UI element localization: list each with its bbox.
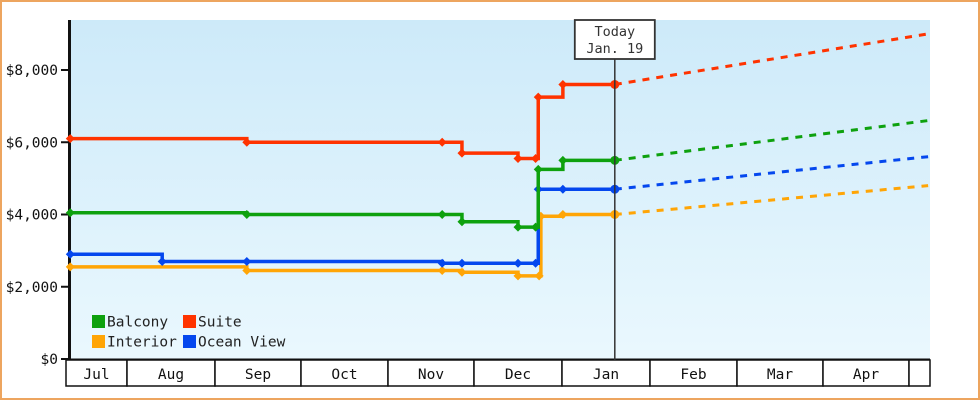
series-marker-interior-0 bbox=[65, 262, 75, 272]
series-marker-interior-4 bbox=[513, 271, 523, 281]
y-tick-label-2000: $2,000 bbox=[6, 280, 58, 296]
series-marker-ocean-view-6 bbox=[531, 258, 541, 268]
series-projection-ocean-view bbox=[614, 155, 929, 191]
series-marker-balcony-4 bbox=[513, 222, 523, 232]
legend-label-suite: Suite bbox=[198, 315, 242, 331]
legend-item-ocean-view: Ocean View bbox=[183, 335, 286, 351]
today-date-label: Jan. 19 bbox=[586, 41, 643, 57]
x-axis-month-band: Jul Aug Sep Oct Nov Dec Jan Feb Mar Apr bbox=[65, 358, 931, 387]
series-marker-ocean-view-1 bbox=[157, 256, 167, 266]
month-cell-sep bbox=[214, 359, 302, 387]
month-label-feb: Feb bbox=[680, 367, 706, 383]
today-annotation: Today Jan. 19 bbox=[573, 19, 656, 360]
y-tick-label-6000: $6,000 bbox=[6, 135, 58, 151]
series-layer bbox=[65, 32, 929, 281]
series-marker-balcony-6 bbox=[533, 164, 543, 174]
y-tick-label-4000: $4,000 bbox=[6, 208, 58, 224]
series-marker-suite-7 bbox=[558, 79, 568, 89]
legend-label-balcony: Balcony bbox=[107, 315, 168, 331]
month-label-sep: Sep bbox=[245, 367, 271, 383]
series-marker-suite-3 bbox=[457, 148, 467, 158]
series-marker-ocean-view-0 bbox=[65, 249, 75, 259]
series-marker-suite-0 bbox=[65, 134, 75, 144]
month-label-apr: Apr bbox=[853, 367, 879, 383]
month-cell-jan bbox=[561, 359, 651, 387]
series-marker-suite-5 bbox=[531, 154, 541, 164]
legend-swatch-ocean-view bbox=[183, 335, 196, 348]
legend-item-balcony: Balcony bbox=[92, 315, 168, 331]
legend-label-interior: Interior bbox=[107, 335, 177, 351]
series-marker-suite-1 bbox=[242, 137, 252, 147]
month-label-nov: Nov bbox=[418, 367, 444, 383]
series-marker-interior-1 bbox=[242, 265, 252, 275]
legend-swatch-interior bbox=[92, 335, 105, 348]
series-marker-ocean-view-4 bbox=[457, 258, 467, 268]
month-label-jan: Jan bbox=[593, 367, 619, 383]
today-annotation-box bbox=[573, 19, 656, 60]
month-cell-mar bbox=[736, 359, 824, 387]
series-marker-ocean-view-3 bbox=[437, 258, 447, 268]
series-marker-balcony-0 bbox=[65, 208, 75, 218]
series-marker-ocean-view-5 bbox=[513, 258, 523, 268]
month-label-oct: Oct bbox=[331, 367, 357, 383]
series-projection-suite bbox=[614, 32, 929, 86]
month-label-mar: Mar bbox=[767, 367, 793, 383]
month-cell-nov bbox=[387, 359, 475, 387]
today-label: Today bbox=[594, 24, 635, 40]
series-marker-ocean-view-2 bbox=[242, 256, 252, 266]
series-marker-balcony-7 bbox=[558, 155, 568, 165]
series-marker-ocean-view-8 bbox=[558, 184, 568, 194]
series-marker-interior-2 bbox=[437, 265, 447, 275]
series-marker-balcony-2 bbox=[437, 210, 447, 219]
legend: Balcony Suite Interior Ocean View bbox=[92, 315, 286, 351]
plot-area-background bbox=[71, 20, 930, 359]
series-marker-interior-5 bbox=[534, 271, 544, 281]
legend-label-ocean-view: Ocean View bbox=[198, 335, 286, 351]
series-marker-balcony-5 bbox=[531, 222, 541, 232]
legend-item-interior: Interior bbox=[92, 335, 177, 351]
series-marker-balcony-3 bbox=[457, 217, 467, 227]
legend-item-suite: Suite bbox=[183, 315, 242, 331]
y-tick-label-0: $0 bbox=[41, 352, 58, 368]
series-marker-interior-7 bbox=[558, 210, 568, 219]
month-cell-apr bbox=[822, 359, 910, 387]
legend-swatch-balcony bbox=[92, 315, 105, 328]
series-marker-suite-2 bbox=[437, 137, 447, 147]
month-cell-oct bbox=[300, 359, 389, 387]
series-marker-balcony-1 bbox=[242, 210, 252, 219]
legend-swatch-suite bbox=[183, 315, 196, 328]
y-tick-label-8000: $8,000 bbox=[6, 63, 58, 79]
series-projection-interior bbox=[614, 184, 929, 216]
month-cell-aug bbox=[126, 359, 216, 387]
series-marker-interior-3 bbox=[457, 267, 467, 277]
month-label-jul: Jul bbox=[83, 367, 109, 383]
month-label-dec: Dec bbox=[505, 367, 531, 383]
series-projection-balcony bbox=[614, 119, 929, 162]
y-axis: $0 $2,000 $4,000 $6,000 $8,000 bbox=[6, 20, 71, 368]
series-marker-suite-6 bbox=[533, 92, 543, 102]
month-cell-partial bbox=[908, 359, 931, 387]
month-label-aug: Aug bbox=[158, 367, 184, 383]
series-marker-suite-4 bbox=[513, 154, 523, 164]
